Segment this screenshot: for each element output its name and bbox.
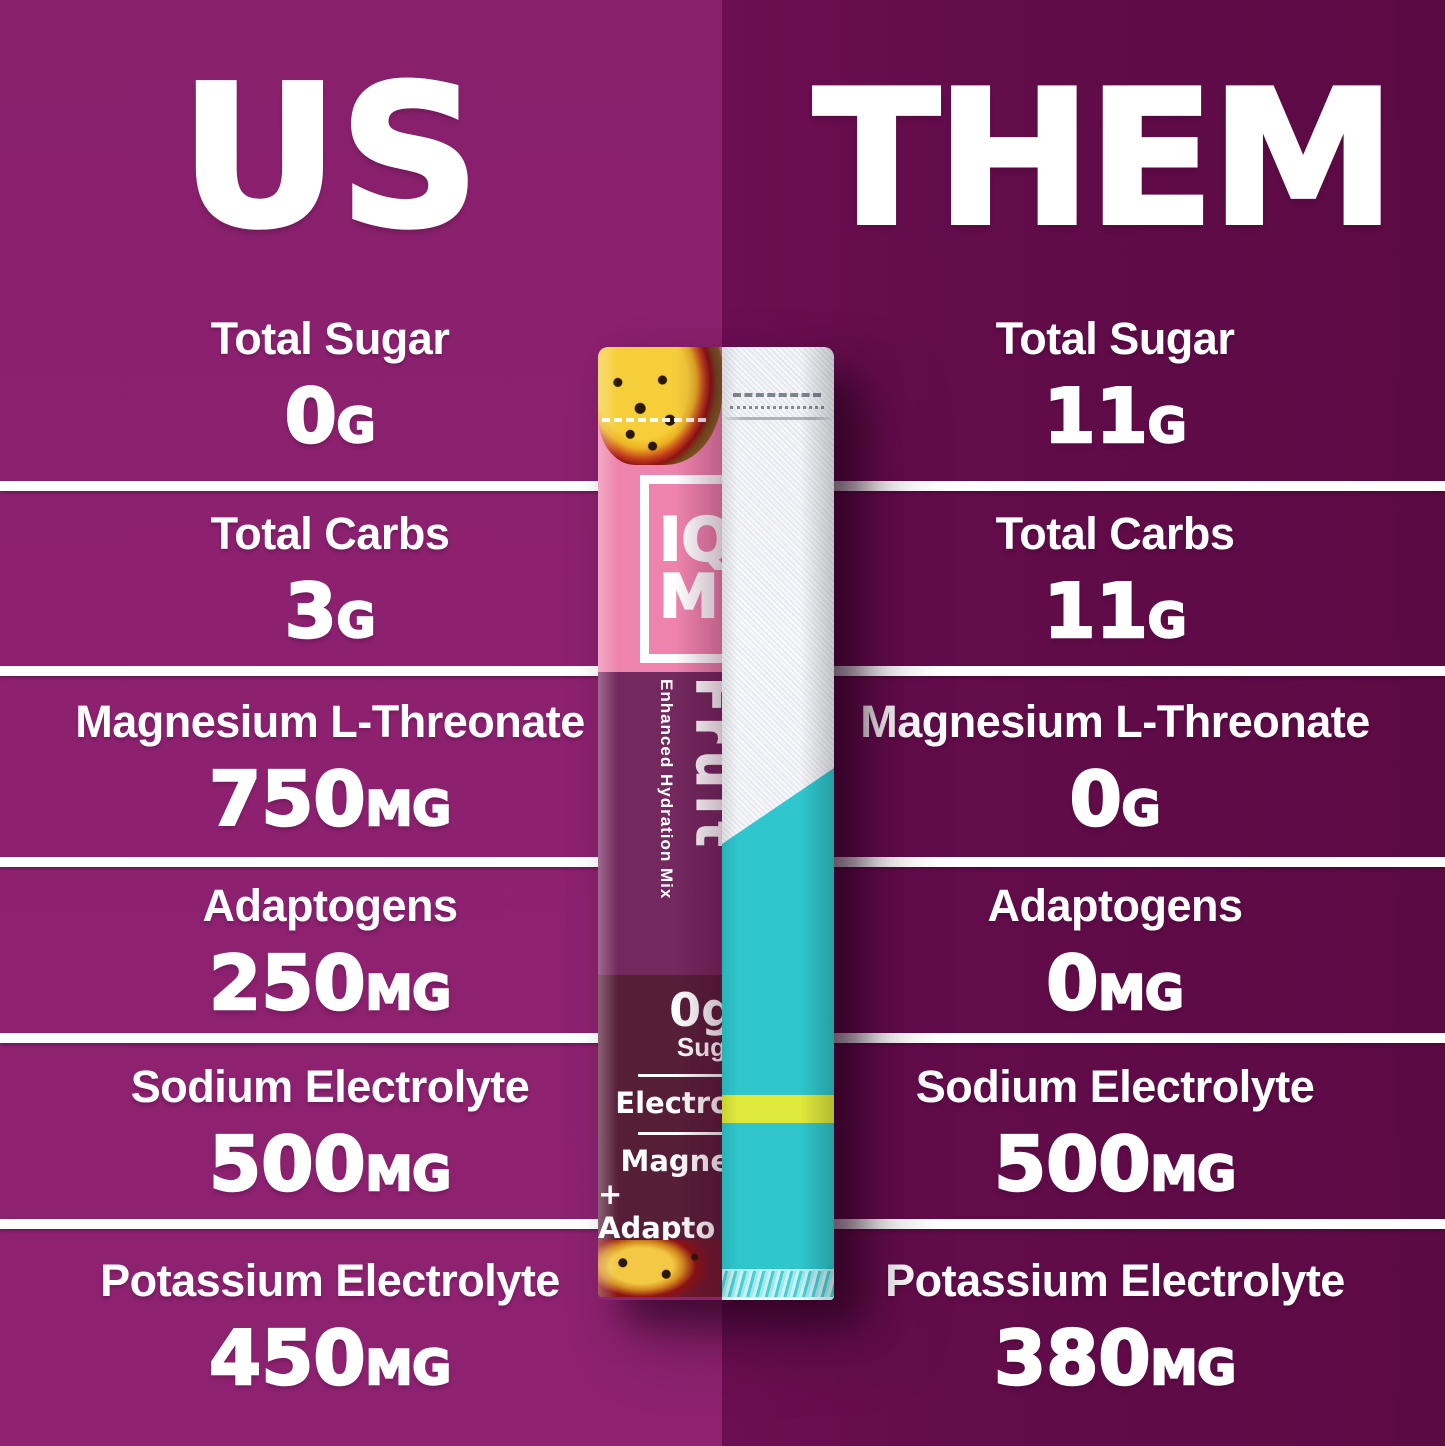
row-value: 11G [1042,572,1188,650]
them-panel-background [722,0,1445,1446]
row-value: 0MG [1045,944,1185,1022]
product-stick-pack: IQ MI Enhanced Hydration Mix Fruit 0g Su… [598,347,834,1300]
callout-sugar-value: 0g [669,983,722,1037]
row-label: Adaptogens [202,879,458,931]
row-label: Sodium Electrolyte [915,1060,1315,1112]
packet-front-half: IQ MI Enhanced Hydration Mix Fruit 0g Su… [598,347,722,1297]
value-number: 250 [208,938,367,1027]
value-number: 0 [283,371,338,460]
us-row-adaptogens: Adaptogens 250MG [0,867,660,1033]
value-unit: G [1147,398,1188,454]
row-value: 0G [1068,760,1162,838]
them-panel-title: THEM [811,48,1398,269]
value-unit: G [1147,593,1188,649]
row-value: 3G [283,572,377,650]
tear-perforation-back-dots [729,406,824,409]
tear-perforation-back [733,393,821,397]
callout-sugar-label: Sug [676,1032,722,1062]
value-unit: MG [1097,965,1185,1021]
bottom-crimp-seal [722,1269,834,1300]
row-value: 500MG [993,1125,1237,1203]
row-value: 450MG [208,1319,452,1397]
brand-logo: IQ MI [640,475,722,663]
row-value: 500MG [208,1125,452,1203]
value-unit: MG [364,1146,452,1202]
value-number: 0 [1068,755,1123,843]
row-label: Potassium Electrolyte [100,1255,560,1306]
seal-crease-line [722,417,834,420]
value-unit: G [336,593,377,649]
us-row-total-carbs: Total Carbs 3G [0,490,660,666]
them-row-total-sugar: Total Sugar 11G [790,286,1440,480]
row-label: Total Sugar [210,312,450,364]
row-label: Potassium Electrolyte [885,1255,1345,1306]
us-row-total-sugar: Total Sugar 0G [0,286,660,480]
packet-teal-section [722,768,834,1274]
row-value: 11G [1042,377,1188,455]
callout-adaptogens: + Adapto [598,1177,716,1245]
tear-perforation-front [602,418,706,422]
value-number: 11 [1042,371,1149,460]
value-unit: MG [364,782,452,837]
callout-electrolytes: Electro [615,1085,722,1120]
brand-logo-line1: IQ [658,505,722,575]
value-number: 380 [993,1314,1152,1402]
row-label: Total Sugar [995,312,1235,364]
value-unit: G [336,398,377,454]
them-row-sodium: Sodium Electrolyte 500MG [790,1043,1440,1219]
packet-flavor-name: Fruit [683,676,722,855]
row-label: Total Carbs [995,507,1235,559]
value-unit: G [1121,782,1162,837]
value-number: 450 [208,1314,367,1402]
them-row-adaptogens: Adaptogens 0MG [790,867,1440,1033]
value-unit: MG [364,965,452,1021]
callout-magnesium: Magne [620,1143,722,1178]
row-value: 380MG [993,1319,1237,1397]
packet-tagline: Enhanced Hydration Mix [657,679,676,900]
us-row-magnesium: Magnesium L-Threonate 750MG [0,676,660,857]
value-unit: MG [364,1341,452,1396]
brand-logo-line2: MI [658,562,722,632]
row-label: Magnesium L-Threonate [75,696,585,747]
row-label: Total Carbs [210,507,450,559]
packet-back-half [722,347,834,1300]
row-value: 0G [283,377,377,455]
value-number: 750 [208,755,367,843]
us-panel-title: US [178,42,482,274]
packet-maroon-section [598,975,722,1240]
value-number: 3 [283,566,338,655]
us-row-sodium: Sodium Electrolyte 500MG [0,1043,660,1219]
row-value: 750MG [208,760,452,838]
packet-plum-section [598,672,722,975]
us-row-potassium: Potassium Electrolyte 450MG [0,1229,660,1446]
row-label: Adaptogens [987,879,1243,931]
passion-fruit-photo-bottom [598,1240,722,1297]
value-unit: MG [1149,1146,1237,1202]
value-number: 500 [208,1119,367,1208]
row-value: 250MG [208,944,452,1022]
passion-fruit-photo-top [598,347,722,465]
value-unit: MG [1149,1341,1237,1396]
row-label: Sodium Electrolyte [130,1060,530,1112]
value-number: 0 [1045,938,1100,1027]
callout-divider [638,1073,722,1077]
packet-yellow-stripe [722,1095,834,1123]
them-row-potassium: Potassium Electrolyte 380MG [790,1229,1440,1446]
them-row-total-carbs: Total Carbs 11G [790,490,1440,666]
value-number: 11 [1042,566,1149,655]
them-row-magnesium: Magnesium L-Threonate 0G [790,676,1440,857]
callout-divider [638,1131,722,1135]
row-label: Magnesium L-Threonate [860,696,1370,747]
value-number: 500 [993,1119,1152,1208]
